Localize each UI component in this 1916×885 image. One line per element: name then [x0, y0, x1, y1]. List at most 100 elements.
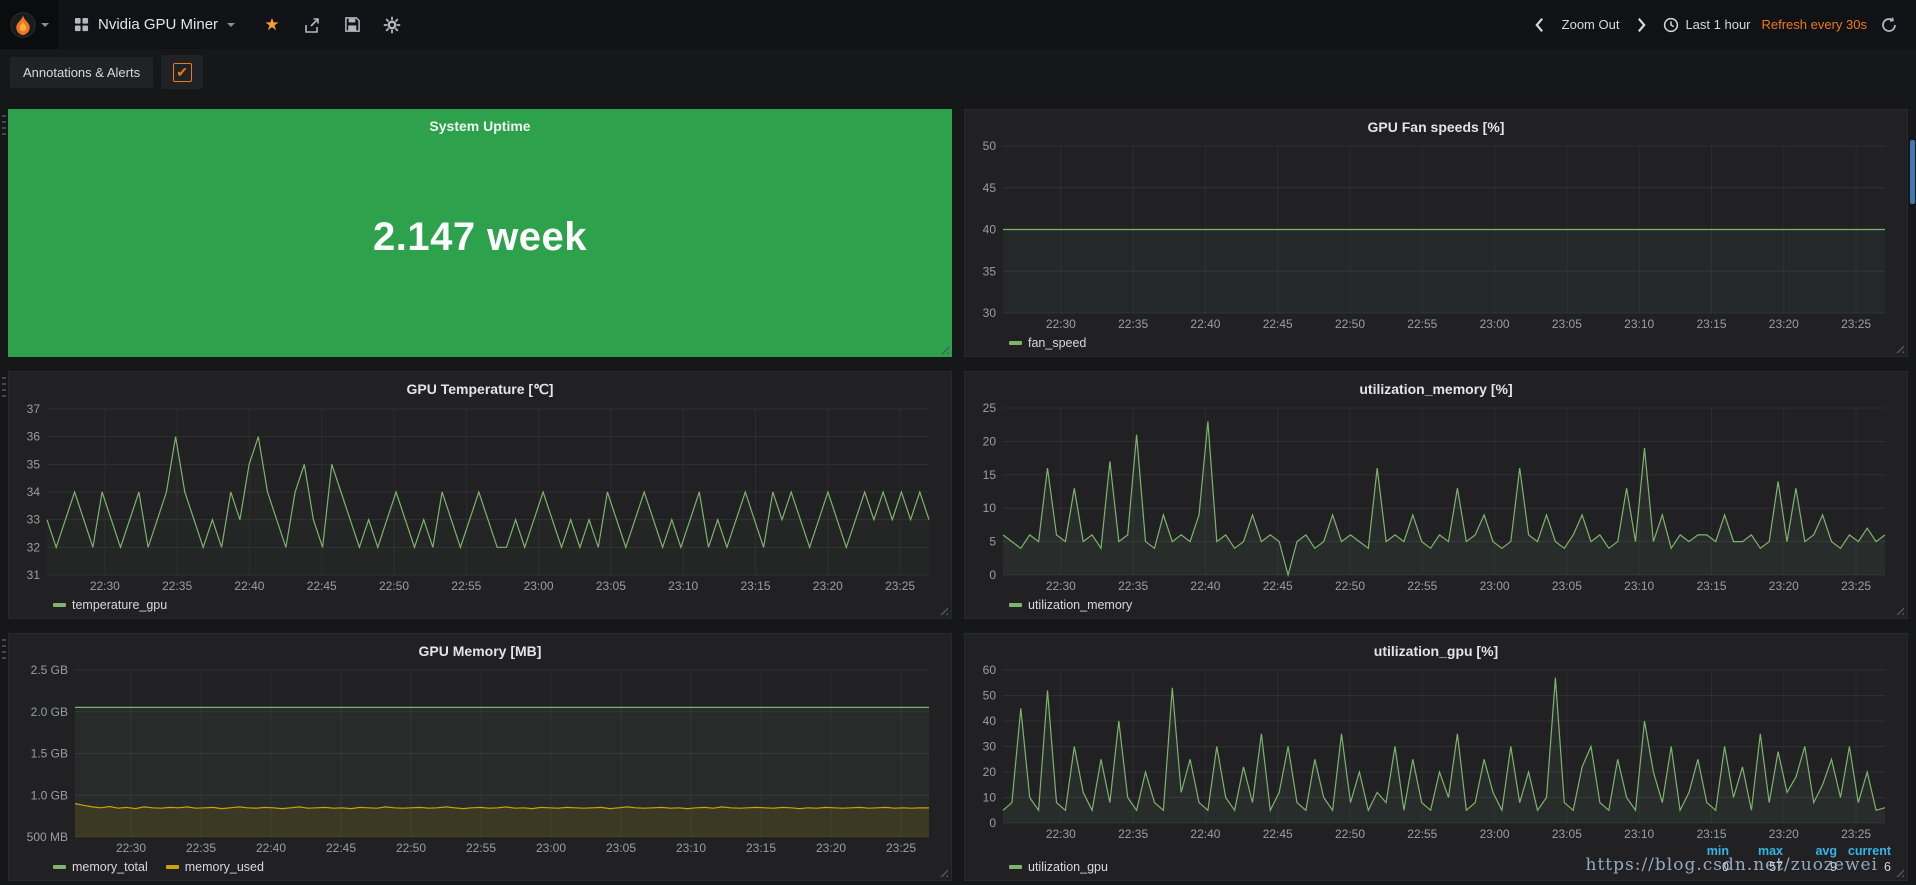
svg-text:23:00: 23:00 [1480, 579, 1510, 593]
svg-text:22:30: 22:30 [1046, 827, 1076, 841]
settings-button[interactable] [381, 14, 403, 36]
chart-canvas[interactable]: 0 5 10 15 20 25 22:30 22:35 22:40 22:45 22:50 22:55… [973, 400, 1899, 595]
gpu-temperature-chart[interactable]: 31 32 33 34 35 36 37 22:30 22:35 22:40 22:45 22:50 2… [17, 401, 943, 595]
legend-stat-current[interactable]: current [1847, 844, 1891, 858]
panel-title[interactable]: utilization_memory [%] [1359, 381, 1513, 397]
svg-text:50: 50 [983, 139, 997, 153]
legend-swatch [53, 865, 66, 869]
panel-resize-handle[interactable] [940, 345, 949, 354]
panel-title[interactable]: utilization_gpu [%] [1373, 643, 1499, 659]
annotation-toggle[interactable]: ✔ [161, 55, 204, 89]
utilization-gpu-chart[interactable]: 0 10 20 30 40 50 60 22:30 22:35 22:40 22:45 22:50 22… [973, 662, 1899, 843]
chart-canvas[interactable]: 31 32 33 34 35 36 37 22:30 22:35 22:40 22:45 22:50 2… [17, 401, 943, 595]
chevron-left-icon [1535, 17, 1544, 32]
svg-text:35: 35 [983, 264, 997, 278]
time-controls: Zoom Out Last 1 hour Refresh every 30s [1529, 14, 1916, 36]
svg-text:22:35: 22:35 [1118, 827, 1148, 841]
share-button[interactable] [301, 14, 323, 36]
shift-time-forward-button[interactable] [1630, 14, 1652, 36]
svg-text:22:50: 22:50 [1335, 827, 1365, 841]
legend-series-row: utilization_gpu 0 57 9 6 [1009, 859, 1891, 875]
svg-text:50: 50 [983, 689, 997, 703]
legend-swatch [165, 865, 179, 869]
panel-title[interactable]: GPU Temperature [℃] [406, 381, 554, 397]
panel-resize-handle[interactable] [939, 606, 948, 615]
panel-title[interactable]: System Uptime [429, 118, 531, 134]
panel-resize-handle[interactable] [1895, 868, 1904, 877]
row-drag-handle[interactable] [2, 639, 6, 661]
svg-text:23:20: 23:20 [816, 841, 846, 855]
utilization-memory-chart[interactable]: 0 5 10 15 20 25 22:30 22:35 22:40 22:45 22:50 22:55… [973, 400, 1899, 595]
fan-speed-chart[interactable]: 30 35 40 45 50 22:30 22:35 22:40 22:45 22:50 22:55… [973, 138, 1899, 333]
legend-stat-max[interactable]: max [1757, 844, 1783, 858]
svg-text:22:40: 22:40 [234, 579, 264, 593]
chart-legend: utilization_memory [973, 595, 1899, 615]
panel-resize-handle[interactable] [1895, 606, 1904, 615]
legend-item[interactable]: temperature_gpu [53, 598, 167, 612]
svg-text:23:15: 23:15 [1696, 827, 1726, 841]
chart-canvas[interactable]: 500 MB 1.0 GB 1.5 GB 2.0 GB 2.5 GB 22:30 22:35… [17, 662, 943, 857]
refresh-button[interactable] [1878, 14, 1900, 36]
svg-text:23:15: 23:15 [746, 841, 776, 855]
legend-stat-min[interactable]: min [1706, 844, 1729, 858]
legend-series-name[interactable]: utilization_gpu [1028, 860, 1108, 874]
shift-time-back-button[interactable] [1529, 14, 1551, 36]
panel-resize-handle[interactable] [1895, 344, 1904, 353]
panel-gpu-memory: GPU Memory [MB] 500 MB 1.0 GB 1.5 GB 2.0 GB… [8, 633, 952, 881]
save-button[interactable] [341, 14, 363, 36]
svg-text:23:20: 23:20 [1769, 317, 1799, 331]
dashboard-title-button[interactable]: Nvidia GPU Miner [58, 0, 251, 49]
legend-stat-avg[interactable]: avg [1815, 844, 1837, 858]
panel-utilization-gpu: utilization_gpu [%] 0 10 20 30 40 50 60 22:30 22… [964, 633, 1908, 881]
refresh-interval-button[interactable]: Refresh every 30s [1761, 17, 1868, 32]
svg-text:22:35: 22:35 [1118, 317, 1148, 331]
star-icon: ★ [264, 15, 280, 34]
annotation-checkbox-checked: ✔ [172, 62, 192, 82]
svg-text:22:30: 22:30 [1046, 579, 1076, 593]
scrollbar-thumb[interactable] [1910, 140, 1915, 204]
chevron-right-icon [1637, 17, 1646, 32]
panel-title[interactable]: GPU Memory [MB] [418, 643, 542, 659]
legend-item[interactable]: memory_used [165, 860, 264, 874]
star-button[interactable]: ★ [261, 14, 283, 36]
chevron-down-icon [41, 22, 49, 27]
zoom-out-button[interactable]: Zoom Out [1561, 17, 1620, 32]
chart-canvas[interactable]: 0 10 20 30 40 50 60 22:30 22:35 22:40 22:45 22:50 22… [973, 662, 1899, 843]
gear-icon [383, 16, 401, 33]
panel-resize-handle[interactable] [939, 868, 948, 877]
svg-text:23:00: 23:00 [536, 841, 566, 855]
svg-text:23:20: 23:20 [1769, 579, 1799, 593]
svg-text:500 MB: 500 MB [27, 830, 68, 844]
legend-swatch [53, 603, 66, 607]
legend-item[interactable]: fan_speed [1009, 336, 1086, 350]
share-icon [305, 17, 319, 33]
panel-title[interactable]: GPU Fan speeds [%] [1367, 119, 1505, 135]
annotations-alerts-button[interactable]: Annotations & Alerts [10, 56, 154, 88]
svg-text:23:05: 23:05 [1552, 317, 1582, 331]
svg-text:30: 30 [983, 306, 997, 320]
time-range-picker[interactable]: Last 1 hour [1663, 17, 1751, 33]
svg-text:22:55: 22:55 [1407, 827, 1437, 841]
grafana-logo-button[interactable] [0, 0, 58, 49]
svg-text:22:55: 22:55 [1407, 317, 1437, 331]
series-line-temperature_gpu [46, 436, 930, 550]
svg-text:20: 20 [983, 434, 997, 448]
panel-gpu-temperature: GPU Temperature [℃] 31 32 33 34 35 36 37 22:30 2… [8, 371, 952, 619]
row-drag-handle[interactable] [2, 377, 6, 399]
navbar: Nvidia GPU Miner ★ [0, 0, 1916, 49]
svg-text:15: 15 [983, 468, 997, 482]
legend-item[interactable]: utilization_memory [1009, 598, 1132, 612]
svg-text:23:10: 23:10 [676, 841, 706, 855]
svg-text:10: 10 [983, 501, 997, 515]
gpu-memory-chart[interactable]: 500 MB 1.0 GB 1.5 GB 2.0 GB 2.5 GB 22:30 22:35… [17, 662, 943, 857]
series-line-utilization_gpu [1002, 677, 1886, 813]
svg-text:23:10: 23:10 [1624, 579, 1654, 593]
legend-item[interactable]: memory_total [53, 860, 148, 874]
row-drag-handle[interactable] [2, 115, 6, 137]
svg-text:23:25: 23:25 [1841, 317, 1871, 331]
svg-text:22:45: 22:45 [307, 579, 337, 593]
chart-canvas[interactable]: 30 35 40 45 50 22:30 22:35 22:40 22:45 22:50 22:55… [973, 138, 1899, 333]
dashboard-submenu: Annotations & Alerts ✔ [0, 49, 1916, 95]
legend-stat-value-avg: 9 [1830, 860, 1837, 874]
svg-text:23:20: 23:20 [813, 579, 843, 593]
